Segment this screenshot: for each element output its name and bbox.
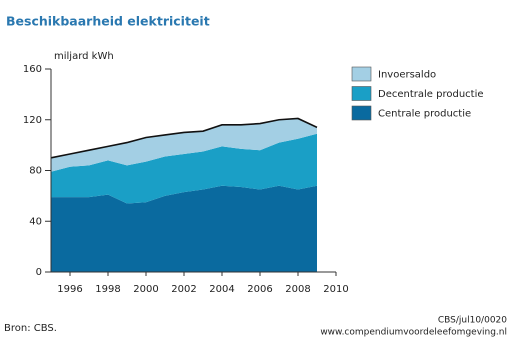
x-tick-label: 2000 xyxy=(133,284,158,295)
x-tick-label: 2010 xyxy=(323,284,348,295)
total-line xyxy=(50,117,318,159)
y-tick-label: 40 xyxy=(29,216,42,227)
legend-swatch xyxy=(351,66,372,82)
x-tick-label: 1998 xyxy=(95,284,120,295)
code: CBS/jul10/0020 xyxy=(438,316,507,326)
chart-title: Beschikbaarheid elektriciteit xyxy=(6,14,210,29)
x-tick-label: 2008 xyxy=(285,284,310,295)
y-axis-label: miljard kWh xyxy=(54,51,114,62)
legend-swatch xyxy=(351,105,372,121)
y-tick-label: 120 xyxy=(23,115,42,126)
x-tick-label: 1996 xyxy=(57,284,82,295)
x-tick-label: 2006 xyxy=(247,284,272,295)
source: Bron: CBS. xyxy=(4,323,57,334)
legend-label: Decentrale productie xyxy=(378,89,484,100)
area xyxy=(51,133,317,204)
y-tick-label: 80 xyxy=(29,166,42,177)
area xyxy=(51,185,317,272)
x-tick-label: 2002 xyxy=(171,284,196,295)
area xyxy=(51,118,317,172)
legend-swatch xyxy=(351,86,372,101)
legend-label: Centrale productie xyxy=(378,109,471,120)
legend-label: Invoersaldo xyxy=(378,70,436,81)
website: www.compendiumvoordeleefomgeving.nl xyxy=(320,328,507,338)
y-tick-label: 160 xyxy=(23,64,42,75)
y-tick-label: 0 xyxy=(36,267,42,278)
x-tick-label: 2004 xyxy=(209,284,234,295)
